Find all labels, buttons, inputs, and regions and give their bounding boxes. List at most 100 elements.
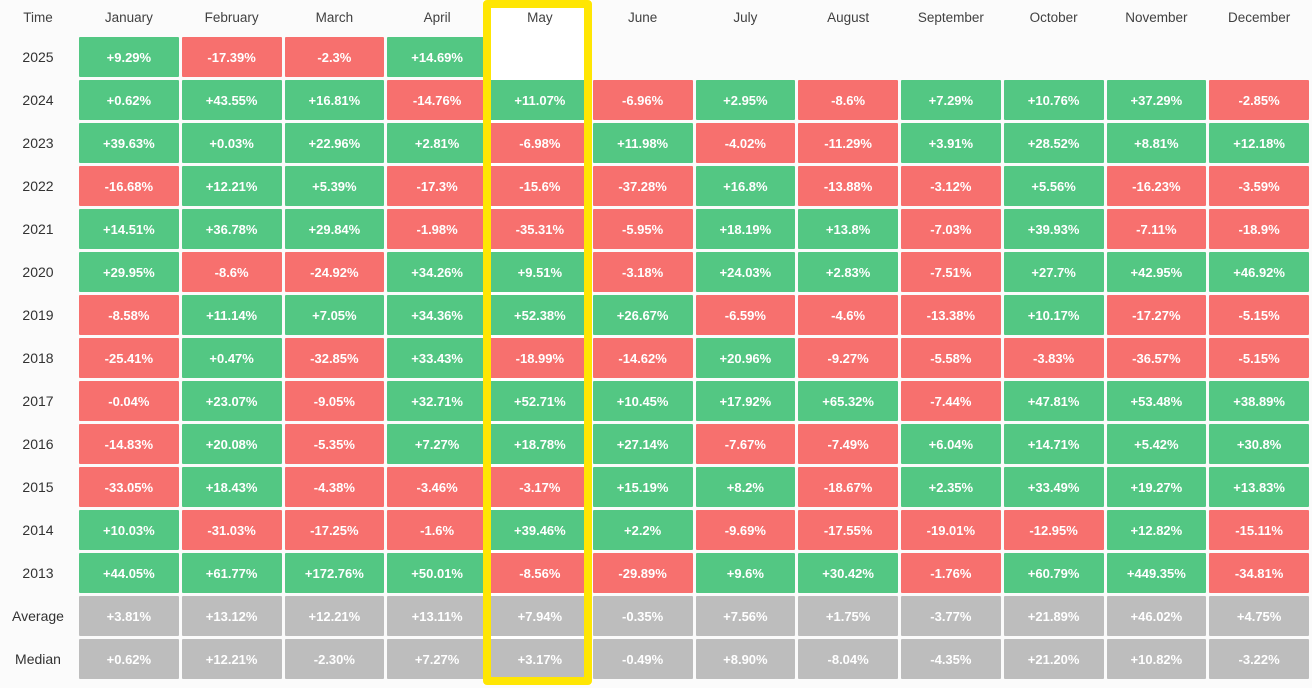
cell-2023-july: -4.02%: [695, 123, 796, 163]
cell-2016-september: +6.04%: [901, 424, 1001, 464]
cell-2019-september: -13.38%: [901, 295, 1001, 335]
cell-2024-october: +10.76%: [1003, 80, 1104, 120]
row-label-average: Average: [12, 608, 64, 624]
cell-2014-april: -1.6%: [387, 510, 487, 550]
cell-median-december: -3.22%: [1209, 639, 1309, 679]
cell-2017-april: +32.71%: [387, 381, 487, 421]
cell-2023-november: +8.81%: [1106, 123, 1207, 163]
cell-2016-february: +20.08%: [181, 424, 282, 464]
cell-2025-september: [901, 37, 1001, 77]
cell-2013-february: +61.77%: [181, 553, 282, 593]
cell-average-august: +1.75%: [798, 596, 898, 636]
cell-2013-october: +60.79%: [1003, 553, 1104, 593]
cell-2016-april: +7.27%: [387, 424, 487, 464]
row-label-2020: 2020: [22, 264, 54, 280]
cell-2024-august: -8.6%: [798, 80, 898, 120]
cell-2024-september: +7.29%: [901, 80, 1001, 120]
cell-median-september: -4.35%: [901, 639, 1001, 679]
cell-2024-july: +2.95%: [695, 80, 796, 120]
cell-2021-december: -18.9%: [1209, 209, 1309, 249]
cell-2015-february: +18.43%: [181, 467, 282, 507]
row-label-2018: 2018: [22, 350, 54, 366]
cell-2013-august: +30.42%: [798, 553, 898, 593]
cell-2019-january: -8.58%: [79, 295, 179, 335]
cell-2023-may: -6.98%: [490, 123, 590, 163]
row-label-median: Median: [15, 651, 61, 667]
cell-2021-november: -7.11%: [1106, 209, 1207, 249]
cell-2014-july: -9.69%: [695, 510, 796, 550]
cell-2023-march: +22.96%: [284, 123, 385, 163]
cell-2020-february: -8.6%: [181, 252, 282, 292]
cell-2017-february: +23.07%: [181, 381, 282, 421]
column-header-september: September: [917, 9, 984, 25]
cell-2021-january: +14.51%: [79, 209, 179, 249]
cell-2015-december: +13.83%: [1209, 467, 1309, 507]
cell-2014-august: -17.55%: [798, 510, 898, 550]
cell-2022-august: -13.88%: [798, 166, 898, 206]
cell-2013-september: -1.76%: [901, 553, 1001, 593]
cell-2024-may: +11.07%: [490, 80, 590, 120]
cell-median-may: +3.17%: [490, 639, 590, 679]
cell-2021-april: -1.98%: [387, 209, 487, 249]
cell-2019-november: -17.27%: [1106, 295, 1207, 335]
cell-2018-may: -18.99%: [490, 338, 590, 378]
cell-2014-january: +10.03%: [79, 510, 179, 550]
cell-2015-june: +15.19%: [592, 467, 693, 507]
row-label-2017: 2017: [22, 393, 54, 409]
cell-2013-july: +9.6%: [695, 553, 796, 593]
cell-2014-march: -17.25%: [284, 510, 385, 550]
cell-2020-august: +2.83%: [798, 252, 898, 292]
cell-2016-june: +27.14%: [592, 424, 693, 464]
cell-2025-june: [593, 37, 693, 77]
column-header-august: August: [827, 9, 870, 25]
cell-median-february: +12.21%: [181, 639, 282, 679]
cell-2021-march: +29.84%: [284, 209, 385, 249]
cell-2023-february: +0.03%: [181, 123, 282, 163]
cell-median-august: -8.04%: [798, 639, 898, 679]
cell-2019-october: +10.17%: [1003, 295, 1104, 335]
cell-2016-november: +5.42%: [1106, 424, 1207, 464]
row-label-2024: 2024: [22, 92, 54, 108]
cell-2013-january: +44.05%: [79, 553, 179, 593]
cell-2020-march: -24.92%: [284, 252, 385, 292]
column-header-february: February: [204, 9, 259, 25]
cell-2025-march: -2.3%: [284, 37, 385, 77]
cell-2017-september: -7.44%: [901, 381, 1001, 421]
cell-2015-september: +2.35%: [901, 467, 1001, 507]
cell-2017-march: -9.05%: [284, 381, 385, 421]
row-label-2025: 2025: [22, 49, 54, 65]
cell-2023-january: +39.63%: [79, 123, 179, 163]
cell-2015-may: -3.17%: [490, 467, 590, 507]
cell-2021-october: +39.93%: [1003, 209, 1104, 249]
cell-2017-may: +52.71%: [490, 381, 590, 421]
cell-2024-february: +43.55%: [181, 80, 282, 120]
cell-2022-january: -16.68%: [79, 166, 179, 206]
cell-2022-september: -3.12%: [901, 166, 1001, 206]
cell-2013-may: -8.56%: [490, 553, 590, 593]
column-header-november: November: [1125, 9, 1188, 25]
cell-2017-december: +38.89%: [1209, 381, 1309, 421]
cell-2020-december: +46.92%: [1209, 252, 1309, 292]
cell-2020-september: -7.51%: [901, 252, 1001, 292]
cell-2013-april: +50.01%: [387, 553, 487, 593]
cell-2019-april: +34.36%: [387, 295, 487, 335]
cell-average-april: +13.11%: [387, 596, 487, 636]
cell-2018-august: -9.27%: [798, 338, 898, 378]
cell-2022-december: -3.59%: [1209, 166, 1309, 206]
cell-2013-june: -29.89%: [592, 553, 693, 593]
cell-2019-july: -6.59%: [695, 295, 796, 335]
cell-2016-january: -14.83%: [79, 424, 179, 464]
cell-2019-march: +7.05%: [284, 295, 385, 335]
row-label-2014: 2014: [22, 522, 54, 538]
row-label-2016: 2016: [22, 436, 54, 452]
cell-2019-june: +26.67%: [592, 295, 693, 335]
cell-2022-july: +16.8%: [695, 166, 796, 206]
cell-average-december: +4.75%: [1209, 596, 1309, 636]
cell-2015-january: -33.05%: [79, 467, 179, 507]
cell-2023-august: -11.29%: [798, 123, 898, 163]
cell-2024-march: +16.81%: [284, 80, 385, 120]
cell-2016-march: -5.35%: [284, 424, 385, 464]
cell-2014-september: -19.01%: [901, 510, 1001, 550]
cell-2016-august: -7.49%: [798, 424, 898, 464]
cell-2021-may: -35.31%: [490, 209, 590, 249]
